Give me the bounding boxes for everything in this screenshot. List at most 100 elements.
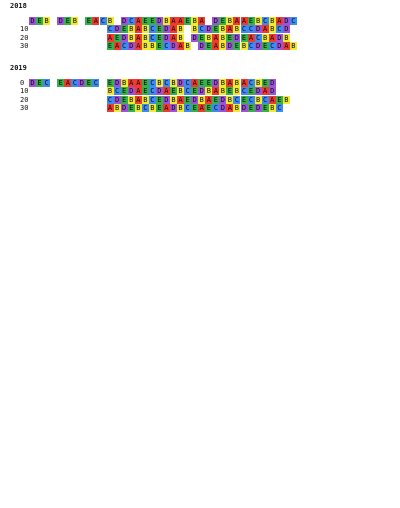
grid-cell: E [127,104,135,113]
grid-cell: B [233,79,241,87]
grid-cell: C [92,79,100,87]
grid-cell: E [247,104,255,113]
grid-cell: E [170,87,177,96]
grid-cell: B [219,79,227,87]
grid-cell: E [155,33,163,42]
grid-cell: C [184,79,192,87]
grid-cell: C [148,79,156,87]
grid-cell: B [261,33,269,42]
grid-cell: B [240,42,248,51]
grid-cell: D [275,42,283,51]
grid-cell: C [148,95,156,104]
grid-cell: C [254,33,262,42]
grid-cell: E [141,79,149,87]
grid-cell: E [205,104,213,113]
grid-cell: D [268,79,276,87]
grid-cell: E [141,17,149,25]
grid-cell: B [155,79,163,87]
grid-cell: B [205,87,213,96]
grid-cell: D [155,17,163,25]
grid-cell: C [127,17,135,25]
grid-cell: E [36,17,43,25]
grid-cell: B [141,95,149,104]
grid-cell: A [134,95,142,104]
grid-cell: A [170,17,177,25]
grid-cell: A [226,25,234,34]
grid-cell: B [282,95,290,104]
row-label: 30 [20,104,29,113]
grid-cell: C [43,79,51,87]
grid-cell: B [268,25,276,34]
grid-cell: D [29,79,36,87]
grid-cell: B [127,25,135,34]
grid-cell: A [92,17,100,25]
grid-cell: B [177,87,184,96]
grid-cell: A [198,104,206,113]
grid-cell: C [240,87,248,96]
grid-cell: E [120,25,128,34]
grid-cell: E [205,79,213,87]
grid-cell: B [282,33,290,42]
grid-cell: D [113,79,121,87]
grid-cell: B [162,17,170,25]
grid-cell: A [134,25,142,34]
grid-cell: D [275,33,283,42]
grid-cell: A [162,104,170,113]
grid-cell: D [268,87,276,96]
grid-cell: D [282,25,290,34]
grid-cell: C [268,42,276,51]
grid-cell: B [177,33,184,42]
grid-cell: C [247,79,255,87]
grid-cell: A [205,95,213,104]
grid-cell: A [191,79,199,87]
grid-cell: B [233,87,241,96]
grid-cell: C [240,25,248,34]
grid-cell: E [240,33,248,42]
grid-cell: E [191,87,199,96]
grid-cell: A [106,33,114,42]
grid-cell: A [261,25,269,34]
grid-cell: B [43,17,51,25]
grid-cell: B [71,17,79,25]
grid-cell: C [247,95,255,104]
grid-cell: E [155,95,163,104]
grid-cell: B [233,25,241,34]
grid-cell: E [36,79,43,87]
grid-cell: C [162,42,170,51]
grid-cell: E [106,42,114,51]
grid-cell: D [254,42,262,51]
row-label: 10 [20,25,29,34]
grid-cell: C [184,87,192,96]
grid-cell: D [254,25,262,34]
grid-cell: D [233,33,241,42]
grid-cell: A [134,79,142,87]
grid-cell: A [113,42,121,51]
row-label: 0 [20,79,25,87]
grid-cell: D [254,104,262,113]
grid-cell: B [141,42,149,51]
grid-cell: A [170,25,177,34]
grid-cell: E [184,95,192,104]
grid-cell: C [106,25,114,34]
grid-cell: B [141,25,149,34]
grid-cell: C [148,33,156,42]
grid-cell: A [170,33,177,42]
grid-cell: B [113,104,121,113]
grid-cell: B [127,95,135,104]
grid-cell: C [198,25,206,34]
grid-cell: D [162,95,170,104]
grid-cell: E [247,17,255,25]
grid-cell: A [162,87,170,96]
grid-cell: A [240,79,248,87]
grid-cell: E [120,95,128,104]
grid-cell: D [198,42,206,51]
grid-cell: D [127,87,135,96]
grid-cell: E [155,42,163,51]
grid-cell: B [106,87,114,96]
grid-cell: A [275,17,283,25]
grid-cell: A [212,87,220,96]
grid-cell: E [191,104,199,113]
grid-cell: A [233,17,241,25]
grid-cell: A [134,33,142,42]
